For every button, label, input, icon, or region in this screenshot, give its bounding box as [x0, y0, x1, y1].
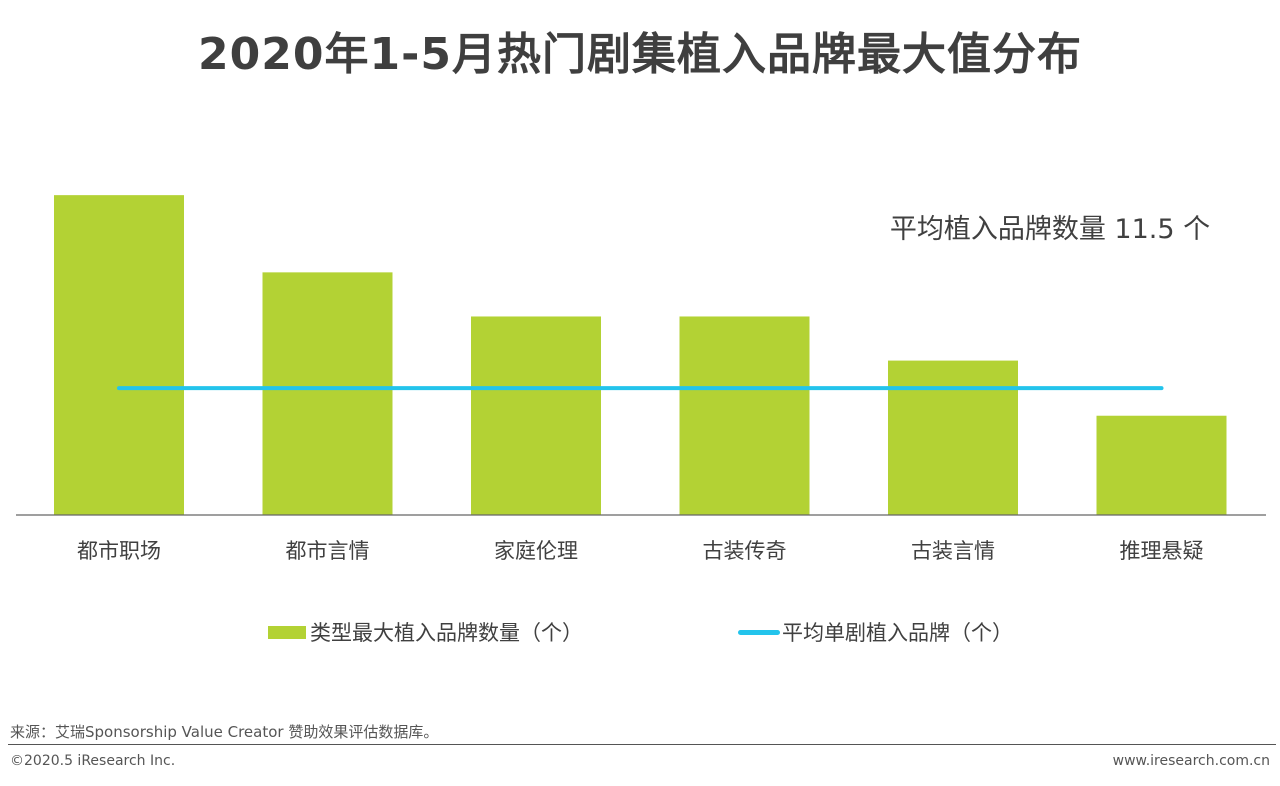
x-tick-label: 古装言情	[911, 539, 995, 563]
bar-series	[54, 195, 1227, 515]
x-tick-label: 都市言情	[286, 539, 370, 563]
copyright: ©2020.5 iResearch Inc.	[10, 753, 176, 769]
x-tick-label: 推理悬疑	[1120, 539, 1204, 563]
legend-line-label: 平均单剧植入品牌（个）	[782, 621, 1013, 645]
bar-2	[262, 272, 393, 515]
legend-bar-swatch	[268, 625, 306, 639]
bar-1	[54, 195, 184, 515]
chart-title: 2020年1-5月热门剧集植入品牌最大值分布	[198, 29, 1082, 80]
legend-item-line: 平均单剧植入品牌（个）	[738, 617, 1013, 647]
legend: 类型最大植入品牌数量（个） 平均单剧植入品牌（个）	[0, 617, 1280, 647]
category-axis-labels: 都市职场 都市言情 家庭伦理 古装传奇 古装言情 推理悬疑	[77, 539, 1204, 563]
website-link[interactable]: www.iresearch.com.cn	[1112, 753, 1270, 769]
x-tick-label: 家庭伦理	[494, 539, 578, 563]
legend-bar-label: 类型最大植入品牌数量（个）	[310, 621, 583, 645]
source-note: 来源：艾瑞Sponsorship Value Creator 赞助效果评估数据库…	[10, 723, 439, 741]
bar-line-chart: 都市职场 都市言情 家庭伦理 古装传奇 古装言情 推理悬疑	[16, 195, 1266, 563]
legend-item-bar: 类型最大植入品牌数量（个）	[268, 617, 583, 647]
x-tick-label: 都市职场	[77, 539, 161, 563]
footer-divider	[8, 744, 1276, 745]
bar-4	[679, 316, 810, 515]
bar-6	[1096, 415, 1227, 515]
average-annotation: 平均植入品牌数量 11.5 个	[889, 214, 1211, 245]
x-tick-label: 古装传奇	[703, 539, 787, 563]
bar-3	[471, 316, 601, 515]
bar-5	[888, 360, 1018, 515]
legend-line-swatch	[738, 629, 780, 635]
